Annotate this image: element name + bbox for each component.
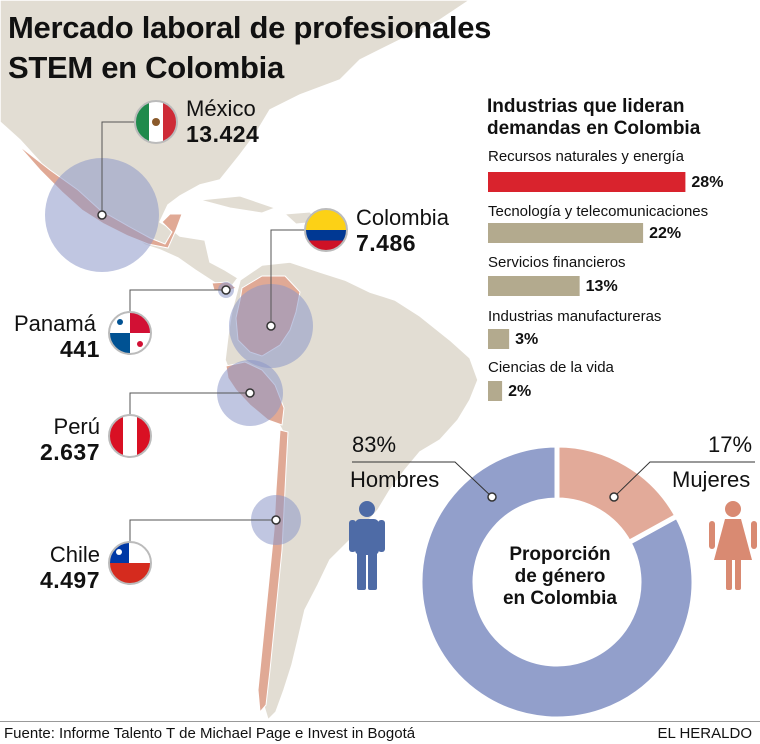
country-name: Perú — [53, 414, 100, 439]
donut-hole — [475, 500, 639, 664]
donut-title-line-1: Proporción — [509, 544, 611, 565]
gender-leader-dots — [487, 492, 619, 502]
industry-pct-2: 22% — [649, 225, 682, 242]
industry-bar — [488, 276, 580, 296]
footer-brand: EL HERALDO — [657, 725, 752, 742]
industry-chart-title: Industrias que lideran demandas en Colom… — [487, 96, 700, 140]
country-peru: Perú 2.637 — [32, 414, 100, 466]
colombia-flag-icon — [304, 208, 348, 252]
industry-title-line-1: Industrias que lideran — [487, 96, 685, 117]
country-chile: Chile 4.497 — [28, 542, 100, 594]
cuba-island — [199, 195, 277, 214]
industry-title-line-2: demandas en Colombia — [487, 118, 701, 139]
industry-pct-3: 13% — [585, 278, 618, 295]
panama-flag-icon — [108, 311, 152, 355]
industry-bar — [488, 223, 644, 243]
man-icon — [349, 501, 385, 590]
industry-pct-1: 28% — [691, 174, 724, 191]
mexico-flag-icon — [134, 100, 178, 144]
industry-label-1: Recursos naturales y energía — [488, 148, 684, 165]
country-value: 441 — [60, 336, 100, 362]
industry-label-5: Ciencias de la vida — [488, 359, 614, 376]
peru-flag-icon — [108, 414, 152, 458]
country-panama: Panamá 441 — [14, 311, 100, 363]
country-colombia: Colombia 7.486 — [356, 205, 449, 257]
men-pct: 83% — [352, 432, 397, 457]
country-value: 13.424 — [186, 121, 260, 147]
title-line-1: Mercado laboral de profesionales — [8, 10, 492, 45]
industry-pct-4: 3% — [515, 331, 539, 348]
country-name: Panamá — [14, 311, 96, 336]
men-label: Hombres — [350, 467, 440, 492]
women-label: Mujeres — [672, 467, 751, 492]
country-value: 4.497 — [39, 567, 100, 593]
country-name: Chile — [49, 542, 100, 567]
leader-lines — [101, 121, 305, 542]
industry-label-4: Industrias manufactureras — [488, 308, 662, 325]
women-pct: 17% — [708, 432, 753, 457]
donut-title-line-3: en Colombia — [502, 588, 617, 609]
donut-center-title: Proporción de género en Colombia — [480, 544, 640, 610]
country-value: 2.637 — [39, 439, 100, 465]
industry-bar — [488, 381, 503, 401]
gender-donut — [417, 442, 697, 722]
country-mexico: México 13.424 — [186, 96, 260, 148]
page-title: Mercado laboral de profesionales STEM en… — [8, 8, 491, 88]
country-name: México — [186, 96, 256, 121]
footer-divider — [0, 721, 760, 722]
industry-bars — [488, 172, 686, 401]
leader-dots — [97, 210, 281, 525]
title-line-2: STEM en Colombia — [8, 50, 284, 85]
country-value: 7.486 — [356, 230, 417, 256]
industry-label-3: Servicios financieros — [488, 254, 626, 271]
gender-leader-lines — [352, 461, 755, 498]
donut-title-line-2: de género — [514, 566, 606, 587]
industry-bar — [488, 172, 686, 192]
woman-icon — [709, 501, 757, 590]
chile-flag-icon — [108, 541, 152, 585]
country-name: Colombia — [356, 205, 449, 230]
industry-pct-5: 2% — [508, 383, 532, 400]
industry-bar — [488, 329, 510, 349]
footer-source: Fuente: Informe Talento T de Michael Pag… — [4, 725, 416, 742]
industry-label-2: Tecnología y telecomunicaciones — [488, 203, 709, 220]
